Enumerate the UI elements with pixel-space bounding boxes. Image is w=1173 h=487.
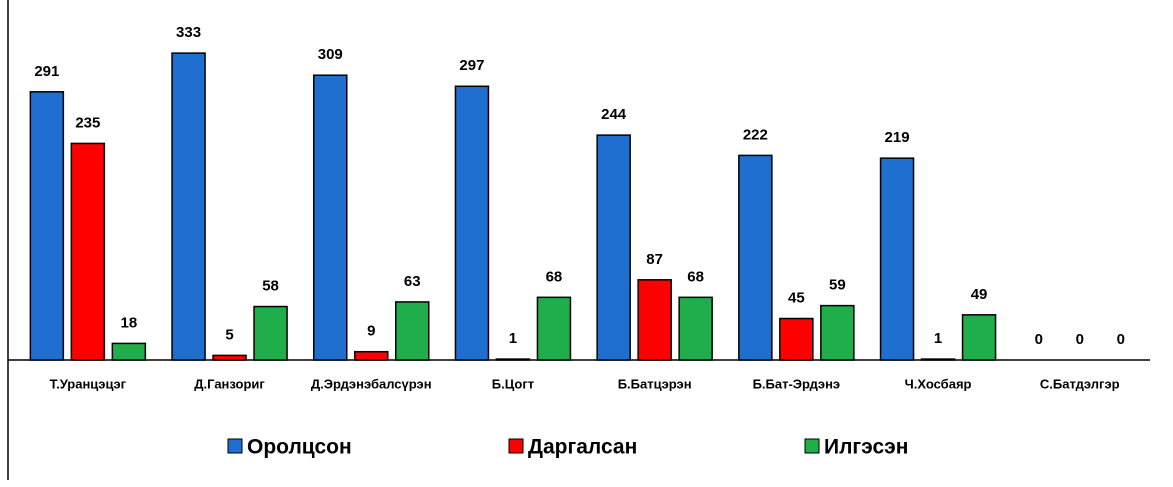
x-tick-label: Д.Эрдэнэбалсүрэн bbox=[311, 376, 432, 391]
data-label: 219 bbox=[885, 129, 910, 146]
legend-label: Илгэсэн bbox=[824, 436, 908, 459]
data-label: 0 bbox=[1076, 331, 1084, 348]
legend-swatch bbox=[508, 438, 524, 454]
bar bbox=[313, 74, 348, 361]
legend-swatch bbox=[804, 438, 820, 454]
bar bbox=[961, 314, 997, 361]
data-label: 68 bbox=[687, 268, 704, 285]
data-label: 87 bbox=[646, 251, 663, 268]
bar bbox=[29, 91, 65, 361]
x-tick-label: Б.Батцэрэн bbox=[618, 376, 692, 391]
data-label: 1 bbox=[509, 330, 517, 347]
data-label: 9 bbox=[367, 323, 375, 340]
bar bbox=[637, 279, 672, 361]
data-label: 291 bbox=[34, 63, 59, 80]
data-label: 49 bbox=[971, 286, 988, 303]
bar bbox=[354, 350, 389, 361]
data-label: 1 bbox=[934, 330, 942, 347]
data-label: 45 bbox=[788, 289, 805, 306]
data-label: 58 bbox=[262, 278, 279, 295]
data-label: 63 bbox=[404, 273, 421, 290]
x-tick-label: Д.Ганзориг bbox=[194, 376, 265, 391]
bar bbox=[596, 134, 631, 361]
data-label: 333 bbox=[176, 24, 201, 41]
data-label: 68 bbox=[546, 268, 563, 285]
bar bbox=[779, 317, 814, 361]
data-label: 0 bbox=[1117, 331, 1125, 348]
bar bbox=[920, 358, 956, 361]
bar bbox=[536, 296, 572, 361]
data-label: 235 bbox=[75, 114, 100, 131]
bar bbox=[738, 154, 773, 361]
data-label: 244 bbox=[601, 106, 627, 123]
data-label: 59 bbox=[829, 277, 846, 294]
data-label: 309 bbox=[318, 46, 343, 63]
bar bbox=[495, 358, 531, 361]
bar bbox=[212, 354, 247, 361]
x-tick-label: Т.Уранцэцэг bbox=[50, 376, 127, 391]
data-label: 297 bbox=[459, 57, 484, 74]
data-label: 0 bbox=[1035, 331, 1043, 348]
legend-swatch bbox=[227, 438, 243, 454]
x-tick-label: С.Батдэлгэр bbox=[1040, 376, 1120, 391]
legend-label: Оролцсон bbox=[247, 436, 352, 459]
x-tick-label: Б.Цогт bbox=[492, 376, 534, 391]
bar bbox=[253, 305, 288, 361]
data-label: 5 bbox=[225, 326, 233, 343]
bar bbox=[171, 52, 206, 361]
bar bbox=[70, 142, 106, 361]
bar bbox=[879, 157, 915, 361]
x-tick-label: Ч.Хосбаяр bbox=[905, 376, 972, 391]
bar bbox=[395, 301, 430, 361]
data-label: 18 bbox=[121, 314, 138, 331]
x-tick-label: Б.Бат-Эрдэнэ bbox=[753, 376, 841, 391]
bar bbox=[111, 342, 147, 361]
data-label: 222 bbox=[743, 126, 768, 143]
bar bbox=[678, 296, 713, 361]
bar bbox=[820, 304, 855, 361]
legend-label: Даргалсан bbox=[528, 436, 637, 459]
bar bbox=[454, 85, 490, 361]
